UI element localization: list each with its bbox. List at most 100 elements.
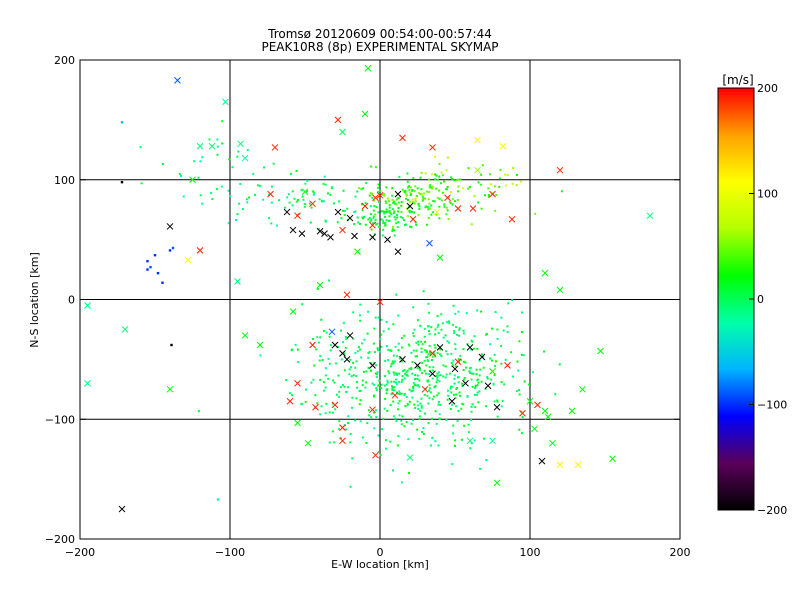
scatter-dot [414,200,417,203]
scatter-dot [361,203,364,206]
scatter-dot [484,333,487,336]
scatter-dot [457,310,460,313]
scatter-dot [515,184,518,187]
scatter-dot [416,400,419,403]
scatter-dot [385,383,388,386]
scatter-dot [403,334,406,337]
scatter-dot [397,392,400,395]
scatter-dot [412,335,415,338]
scatter-dot [380,218,383,221]
scatter-dot [517,369,520,372]
scatter-dot [357,346,360,349]
scatter-dot [478,359,481,362]
scatter-dot [475,373,478,376]
scatter-dot [385,321,388,324]
scatter-dot [470,410,473,413]
scatter-dot [448,201,451,204]
scatter-dot [431,436,434,439]
scatter-dot [329,349,332,352]
scatter-dot [418,415,421,418]
scatter-dot [435,422,438,425]
scatter-dot [486,375,489,378]
scatter-dot [377,200,380,203]
cross-marker [309,200,316,208]
scatter-dot [382,193,385,196]
scatter-dot [345,338,348,341]
scatter-dot [300,189,303,192]
scatter-dot [414,185,417,188]
scatter-dot [386,381,389,384]
scatter-dot [412,349,415,352]
scatter-dot [411,419,414,422]
cross-marker [343,356,351,363]
scatter-dot [329,193,332,196]
scatter-dot [352,311,355,314]
scatter-dot [445,206,448,209]
scatter-dot [437,403,440,406]
scatter-dot [295,170,298,173]
scatter-dot [385,210,388,213]
scatter-dot [411,396,414,399]
scatter-dot [354,366,357,369]
cross-marker [361,202,369,210]
scatter-dot [400,423,403,426]
cross-marker [222,98,229,106]
scatter-dot [289,172,292,175]
scatter-dot [436,376,439,379]
scatter-dot [403,394,406,397]
cross-marker [493,479,501,487]
scatter-dot [402,219,405,222]
scatter-dot [438,417,441,420]
scatter-dot [353,211,356,214]
scatter-dot [335,362,338,365]
scatter-dot [359,303,362,306]
cross-marker [241,154,249,162]
cross-marker [369,362,376,369]
scatter-dot [408,211,411,214]
scatter-dot [477,381,480,384]
scatter-dot [381,210,384,213]
scatter-dot [368,194,371,197]
scatter-dot [473,335,476,338]
scatter-dot [381,234,384,237]
scatter-dot [451,198,454,201]
scatter-dot [322,381,325,384]
cross-marker [316,227,324,235]
scatter-dot [495,360,498,363]
scatter-dot [365,381,368,384]
cross-marker [534,401,541,409]
scatter-dot [380,383,383,386]
scatter-dot [447,196,450,199]
scatter-dot [406,180,409,183]
scatter-dot [270,201,273,204]
scatter-dot [354,419,357,422]
scatter-dot [400,346,403,349]
scatter-dot [459,354,462,357]
scatter-dot [504,173,507,176]
scatter-dot [310,381,313,384]
scatter-dot [319,336,322,339]
scatter-dot [393,234,396,237]
scatter-dot [426,379,429,382]
scatter-dot [349,441,352,444]
scatter-dot [493,400,496,403]
chart-subtitle: PEAK10R8 (8p) EXPERIMENTAL SKYMAP [261,40,498,54]
cross-marker [433,208,441,216]
scatter-dot [435,174,438,177]
scatter-dot [408,201,411,204]
scatter-dot [327,377,330,380]
scatter-dot [120,180,124,184]
cross-marker [294,419,301,427]
scatter-dot [457,190,460,193]
scatter-dot [428,366,431,369]
cross-marker [208,142,216,150]
scatter-dot [391,362,394,365]
scatter-dot [388,210,391,213]
scatter-dot [325,402,328,405]
scatter-dot [365,441,368,444]
cross-marker [174,77,181,84]
scatter-dot [357,221,360,224]
scatter-dot [426,205,429,208]
cross-marker [462,379,469,387]
scatter-dot [413,202,416,205]
